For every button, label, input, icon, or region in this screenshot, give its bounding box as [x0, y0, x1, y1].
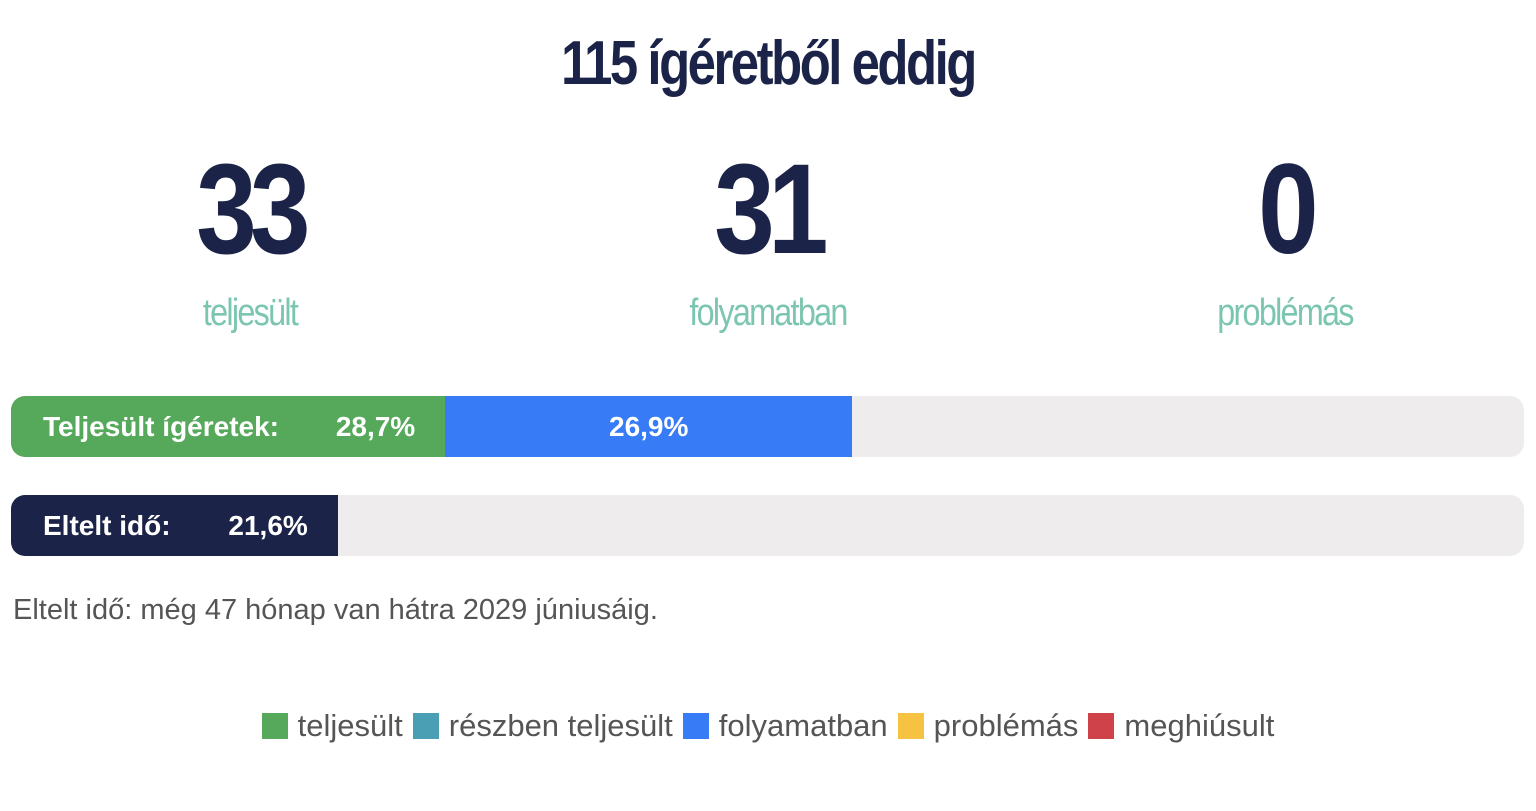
stat-label: problémás — [1217, 292, 1354, 334]
legend: teljesült részben teljesült folyamatban pro… — [0, 708, 1536, 744]
segment-label: 26,9% — [609, 411, 689, 442]
legend-label: folyamatban — [718, 708, 888, 743]
legend-item: meghiúsult — [1088, 708, 1274, 744]
stat: 33 teljesült — [50, 140, 450, 335]
segment-label: 21,6% — [228, 510, 308, 541]
stat-value: 0 — [1258, 138, 1319, 281]
bar-label: Teljesült ígéretek: — [43, 411, 280, 442]
title: 115 ígéretből eddig — [561, 29, 977, 98]
legend-swatch — [261, 713, 288, 739]
legend-swatch — [682, 713, 709, 739]
stat-value: 31 — [714, 138, 828, 281]
legend-item: folyamatban — [682, 708, 888, 744]
legend-label: problémás — [933, 708, 1079, 743]
legend-label: részben teljesült — [448, 708, 673, 743]
bar-segment: Eltelt idő: 21,6% — [11, 495, 338, 556]
stat: 31 folyamatban — [568, 140, 968, 335]
legend-label: meghiúsult — [1124, 708, 1275, 743]
progress-bar: Eltelt idő: 21,6% — [11, 495, 1524, 556]
stat-label: teljesült — [202, 292, 299, 334]
stat-label: folyamatban — [689, 292, 848, 334]
legend-item: problémás — [897, 708, 1079, 744]
segment-label: 28,7% — [335, 411, 416, 442]
legend-swatch — [897, 713, 924, 739]
legend-item: teljesült — [261, 708, 403, 744]
bar-segment: Teljesült ígéretek: 28,7% — [11, 396, 446, 457]
legend-swatch — [412, 713, 439, 739]
bar-label: Eltelt idő: — [43, 510, 171, 541]
note: Eltelt idő: még 47 hónap van hátra 2029 … — [13, 594, 658, 626]
legend-label: teljesült — [297, 708, 403, 743]
bar-segment: 26,9% — [445, 396, 853, 457]
stat: 0 problémás — [1085, 140, 1485, 335]
progress-bar: Teljesült ígéretek: 28,7% 26,9% — [11, 396, 1524, 457]
stat-value: 33 — [196, 138, 310, 281]
legend-item: részben teljesült — [412, 708, 673, 744]
legend-swatch — [1088, 713, 1115, 739]
